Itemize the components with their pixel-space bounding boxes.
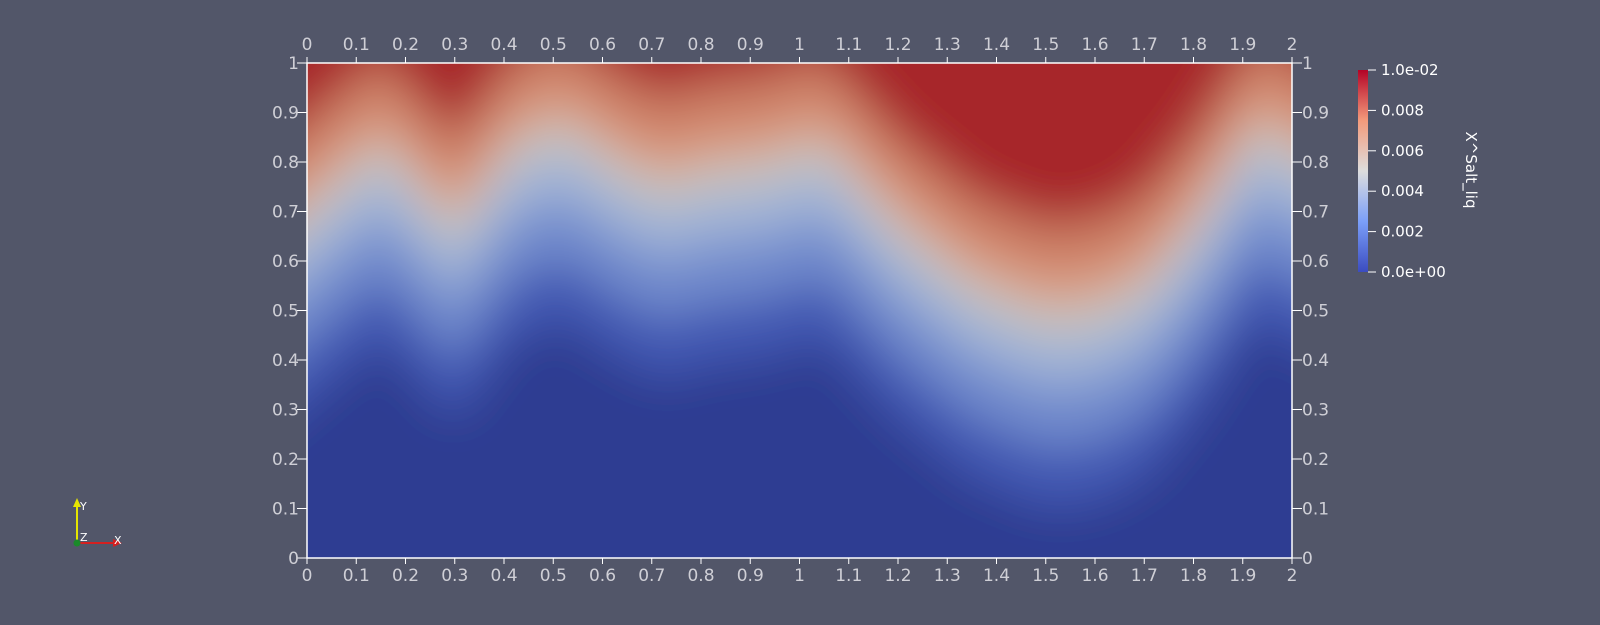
y-tick-right-label: 0.1 — [1302, 500, 1329, 520]
salt-field — [307, 63, 1292, 558]
x-tick-bottom-label: 1.4 — [983, 566, 1010, 586]
x-tick-top-label: 2 — [1287, 35, 1298, 55]
y-tick-right-label: 0 — [1302, 549, 1313, 569]
x-tick-top-label: 0 — [302, 35, 313, 55]
x-tick-top-label: 1.6 — [1081, 35, 1108, 55]
x-tick-bottom-label: 1.6 — [1081, 566, 1108, 586]
x-tick-bottom-label: 2 — [1287, 566, 1298, 586]
x-tick-bottom-label: 1.1 — [835, 566, 862, 586]
x-tick-top-label: 1.2 — [884, 35, 911, 55]
y-tick-right-label: 0.9 — [1302, 104, 1329, 124]
x-tick-top-label: 0.6 — [589, 35, 616, 55]
x-tick-top-label: 0.4 — [490, 35, 517, 55]
y-axis-right: 0 0.1 0.2 0.3 0.4 0.5 0.6 0.7 0.8 0.9 1 — [1292, 54, 1329, 569]
x-tick-bottom-label: 1.8 — [1180, 566, 1207, 586]
orientation-y-label: Y — [79, 500, 87, 513]
colorbar-tick-label: 0.004 — [1381, 182, 1424, 200]
x-tick-bottom-label: 1.5 — [1032, 566, 1059, 586]
x-tick-bottom-label: 0.3 — [441, 566, 468, 586]
colorbar-tick-label: 0.008 — [1381, 101, 1424, 119]
x-tick-top-label: 0.3 — [441, 35, 468, 55]
orientation-z-label: Z — [80, 531, 88, 544]
orientation-y-arrow — [73, 498, 81, 507]
y-tick-right-label: 1 — [1302, 54, 1313, 74]
x-tick-bottom-label: 0.4 — [490, 566, 517, 586]
x-tick-top-label: 1 — [794, 35, 805, 55]
orientation-axes: Y Z X — [73, 498, 122, 547]
y-tick-left-label: 0.9 — [272, 104, 299, 124]
x-tick-top-label: 0.1 — [343, 35, 370, 55]
x-tick-bottom-label: 0.8 — [687, 566, 714, 586]
x-tick-bottom-label: 1.9 — [1229, 566, 1256, 586]
orientation-x-arrow — [113, 539, 122, 547]
x-tick-bottom-label: 0.7 — [638, 566, 665, 586]
x-tick-top-label: 1.5 — [1032, 35, 1059, 55]
y-tick-left-label: 0.7 — [272, 203, 299, 223]
x-tick-top-label: 1.8 — [1180, 35, 1207, 55]
x-tick-top-label: 0.2 — [392, 35, 419, 55]
x-axis-bottom: 0 0.1 0.2 0.3 0.4 0.5 0.6 0.7 0.8 0.9 1 1.1 1.2 1.3 1.… — [302, 558, 1298, 586]
x-tick-bottom-label: 0 — [302, 566, 313, 586]
x-tick-top-label: 0.8 — [687, 35, 714, 55]
orientation-z-axis — [73, 539, 81, 547]
x-tick-bottom-label: 1.7 — [1131, 566, 1158, 586]
y-tick-left-label: 1 — [288, 54, 299, 74]
x-tick-top-label: 0.5 — [540, 35, 567, 55]
colorbar-tick-label: 0.002 — [1381, 223, 1424, 241]
y-tick-left-label: 0.6 — [272, 252, 299, 272]
x-tick-bottom-label: 0.1 — [343, 566, 370, 586]
x-tick-bottom-label: 0.2 — [392, 566, 419, 586]
x-tick-top-label: 1.1 — [835, 35, 862, 55]
field-bands — [307, 63, 1292, 558]
y-tick-left-label: 0.4 — [272, 351, 299, 371]
x-tick-top-label: 1.4 — [983, 35, 1010, 55]
colorbar-ticks: 0.0e+00 0.002 0.004 0.006 0.008 1.0e-02 — [1368, 61, 1446, 281]
x-tick-top-label: 0.9 — [737, 35, 764, 55]
x-tick-top-label: 1.7 — [1131, 35, 1158, 55]
y-tick-left-label: 0.8 — [272, 153, 299, 173]
x-tick-bottom-label: 1.2 — [884, 566, 911, 586]
x-tick-top-label: 1.3 — [934, 35, 961, 55]
y-tick-right-label: 0.4 — [1302, 351, 1329, 371]
colorbar: 0.0e+00 0.002 0.004 0.006 0.008 1.0e-02 X^Sal… — [1358, 61, 1480, 281]
x-tick-bottom-label: 1.3 — [934, 566, 961, 586]
colorbar-tick-label: 1.0e-02 — [1381, 61, 1439, 79]
colorbar-gradient — [1358, 70, 1368, 272]
x-axis-top: 0 0.1 0.2 0.3 0.4 0.5 0.6 0.7 0.8 0.9 1 1.1 1.2 1.3 1.… — [302, 35, 1298, 63]
y-tick-left-label: 0.3 — [272, 401, 299, 421]
y-tick-right-label: 0.3 — [1302, 401, 1329, 421]
y-tick-left-label: 0.1 — [272, 500, 299, 520]
y-tick-right-label: 0.7 — [1302, 203, 1329, 223]
y-tick-left-label: 0.5 — [272, 302, 299, 322]
field-band — [307, 63, 1239, 222]
x-tick-bottom-label: 1 — [794, 566, 805, 586]
x-tick-top-label: 0.7 — [638, 35, 665, 55]
y-tick-right-label: 0.6 — [1302, 252, 1329, 272]
y-tick-right-label: 0.2 — [1302, 450, 1329, 470]
x-tick-top-label: 1.9 — [1229, 35, 1256, 55]
x-tick-bottom-label: 0.5 — [540, 566, 567, 586]
y-tick-left-label: 0 — [288, 549, 299, 569]
y-tick-right-label: 0.5 — [1302, 302, 1329, 322]
colorbar-tick-label: 0.006 — [1381, 142, 1424, 160]
colorbar-tick-label: 0.0e+00 — [1381, 263, 1446, 281]
y-tick-right-label: 0.8 — [1302, 153, 1329, 173]
y-tick-left-label: 0.2 — [272, 450, 299, 470]
x-tick-bottom-label: 0.9 — [737, 566, 764, 586]
y-axis-left: 0 0.1 0.2 0.3 0.4 0.5 0.6 0.7 0.8 0.9 1 — [272, 54, 307, 569]
orientation-x-label: X — [114, 534, 122, 547]
colorbar-label: X^Salt_liq — [1461, 132, 1480, 209]
x-tick-bottom-label: 0.6 — [589, 566, 616, 586]
